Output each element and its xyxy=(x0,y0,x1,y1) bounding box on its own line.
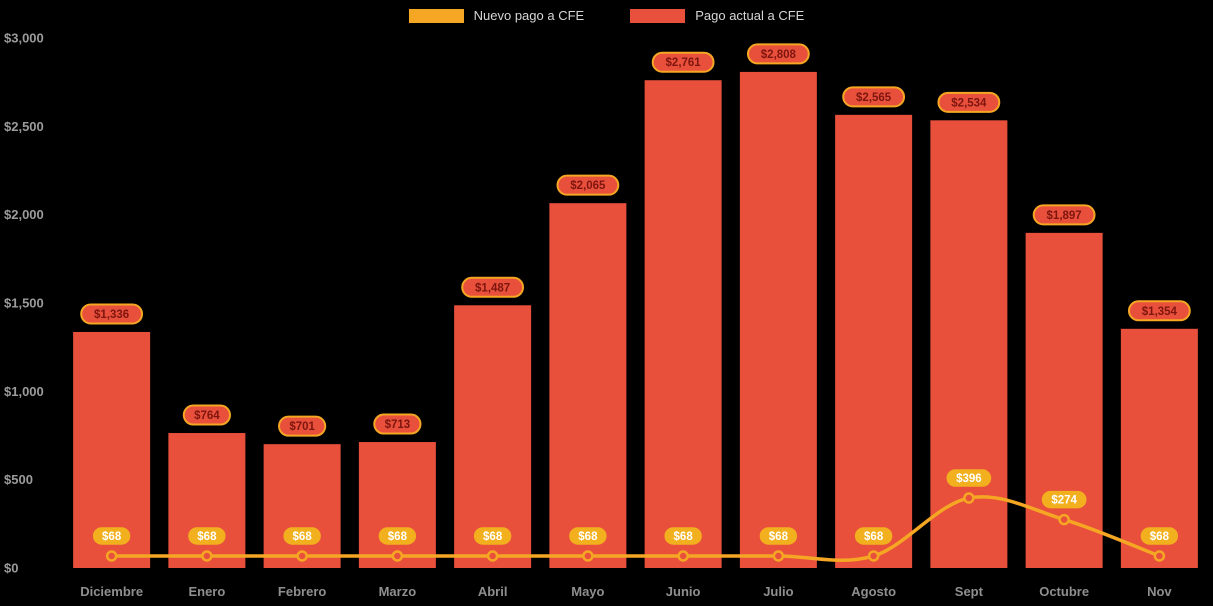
value-label-pill xyxy=(945,467,993,489)
value-label-text: $68 xyxy=(293,531,313,543)
line-point-marker[interactable] xyxy=(1153,550,1166,562)
bar-pago-actual[interactable] xyxy=(168,433,246,568)
chart-legend: Nuevo pago a CFE Pago actual a CFE xyxy=(0,8,1213,23)
x-axis-month-label: Sept xyxy=(955,584,984,599)
value-label-pill xyxy=(278,415,327,437)
y-axis-tick-label: $0 xyxy=(4,561,18,576)
value-label-text: $274 xyxy=(1051,495,1077,507)
value-label-pill xyxy=(91,525,132,547)
bar-pago-actual[interactable] xyxy=(263,444,341,568)
line-point-marker[interactable] xyxy=(1058,513,1070,526)
x-axis-month-label: Julio xyxy=(763,584,793,599)
value-label-text: $68 xyxy=(769,531,789,543)
value-label-text: $68 xyxy=(578,531,598,543)
value-label-text: $68 xyxy=(864,531,884,543)
value-label-text: $68 xyxy=(674,531,694,543)
line-point-marker[interactable] xyxy=(296,550,308,562)
value-label-pill xyxy=(281,525,323,547)
value-label-pill xyxy=(937,91,1001,113)
line-point-marker[interactable] xyxy=(963,492,975,504)
bar-pago-actual[interactable] xyxy=(835,114,913,568)
value-label-text: $2,565 xyxy=(856,92,892,104)
value-label-pill xyxy=(746,43,810,65)
bar-pago-actual[interactable] xyxy=(739,71,817,569)
value-label-text: $713 xyxy=(385,419,411,431)
x-axis-month-label: Febrero xyxy=(278,584,326,599)
value-label-text: $764 xyxy=(194,410,220,422)
x-axis-month-label: Junio xyxy=(666,584,701,599)
x-axis-month-label: Abril xyxy=(478,584,508,599)
line-point-marker[interactable] xyxy=(486,550,499,562)
value-label-pill xyxy=(182,404,231,426)
legend-item-pago-actual[interactable]: Pago actual a CFE xyxy=(630,8,804,23)
legend-label-pago-actual: Pago actual a CFE xyxy=(695,8,805,23)
value-label-pill xyxy=(472,525,513,547)
x-axis-month-label: Enero xyxy=(188,584,225,599)
line-point-marker[interactable] xyxy=(677,550,689,562)
legend-label-nuevo-pago: Nuevo pago a CFE xyxy=(473,8,585,23)
line-point-marker[interactable] xyxy=(772,550,785,562)
x-axis-month-label: Agosto xyxy=(851,584,896,599)
value-label-text: $1,897 xyxy=(1047,210,1082,222)
bar-pago-actual[interactable] xyxy=(454,305,532,568)
value-label-text: $1,354 xyxy=(1142,306,1178,318)
value-label-text: $68 xyxy=(388,531,408,543)
value-label-pill xyxy=(1139,525,1180,547)
y-axis-tick-label: $2,000 xyxy=(4,207,44,222)
value-label-pill xyxy=(373,413,422,435)
legend-swatch-pago-actual xyxy=(630,8,686,23)
value-label-text: $2,761 xyxy=(666,57,702,69)
line-point-marker[interactable] xyxy=(867,550,880,562)
value-label-pill xyxy=(1032,204,1096,226)
value-label-pill xyxy=(377,525,418,547)
legend-swatch-nuevo-pago xyxy=(408,8,464,23)
value-label-pill xyxy=(461,276,525,298)
value-label-text: $2,065 xyxy=(570,180,606,192)
bar-pago-actual[interactable] xyxy=(358,442,436,568)
value-label-text: $68 xyxy=(102,531,122,543)
value-label-pill xyxy=(758,525,799,547)
value-label-text: $701 xyxy=(289,421,315,433)
x-axis-month-label: Octubre xyxy=(1039,584,1089,599)
value-label-pill xyxy=(186,525,228,547)
x-axis-month-label: Marzo xyxy=(379,584,417,599)
line-point-marker[interactable] xyxy=(201,550,213,562)
value-label-pill xyxy=(80,303,144,325)
line-point-marker[interactable] xyxy=(582,550,594,562)
y-axis-tick-label: $1,500 xyxy=(4,296,44,311)
x-axis-month-label: Mayo xyxy=(571,584,604,599)
y-axis-tick-label: $3,000 xyxy=(4,31,44,46)
x-axis-month-label: Diciembre xyxy=(80,584,143,599)
value-label-pill xyxy=(662,525,704,547)
value-label-pill xyxy=(853,525,894,547)
bar-pago-actual[interactable] xyxy=(549,203,627,568)
legend-item-nuevo-pago[interactable]: Nuevo pago a CFE xyxy=(408,8,585,23)
x-axis-month-label: Nov xyxy=(1147,584,1172,599)
line-point-marker[interactable] xyxy=(105,550,118,562)
value-label-text: $396 xyxy=(956,473,982,485)
value-label-pill xyxy=(842,86,906,108)
line-point-marker[interactable] xyxy=(391,550,404,562)
value-label-pill xyxy=(567,525,609,547)
value-label-text: $1,336 xyxy=(94,309,129,321)
value-label-text: $2,534 xyxy=(951,97,987,109)
value-label-pill xyxy=(1127,300,1191,322)
value-label-text: $1,487 xyxy=(475,282,510,294)
value-label-text: $68 xyxy=(483,531,503,543)
value-label-text: $68 xyxy=(197,531,217,543)
value-label-pill xyxy=(1040,489,1088,510)
value-label-text: $68 xyxy=(1150,531,1170,543)
y-axis-tick-label: $2,500 xyxy=(4,119,44,134)
value-label-pill xyxy=(556,174,620,196)
y-axis-tick-label: $500 xyxy=(4,472,33,487)
bar-pago-actual[interactable] xyxy=(644,80,722,569)
y-axis-tick-label: $1,000 xyxy=(4,384,44,399)
value-label-text: $2,808 xyxy=(761,49,797,61)
value-label-pill xyxy=(651,51,715,73)
